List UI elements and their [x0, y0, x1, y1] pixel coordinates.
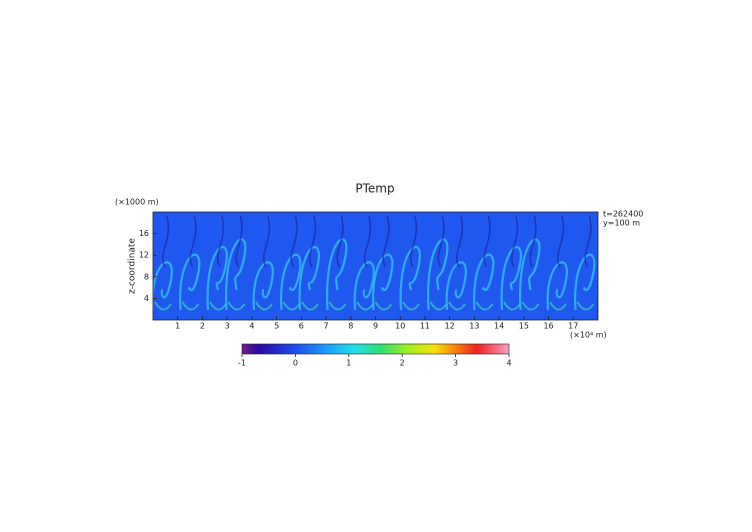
- swirl: [356, 301, 374, 311]
- swirl: [473, 253, 495, 311]
- swirl: [519, 238, 541, 311]
- swirl: [209, 301, 227, 311]
- swirl: [399, 245, 421, 311]
- swirl: [445, 261, 467, 311]
- swirl: [374, 301, 393, 311]
- swirl-dark: [262, 215, 271, 268]
- colorbar-tick-label: -1: [238, 359, 246, 368]
- swirl-dark: [556, 215, 565, 268]
- x-tick-label: 12: [445, 322, 455, 331]
- swirl-dark: [363, 215, 372, 268]
- x-tick-label: 1: [175, 322, 180, 331]
- x-tick-label: 16: [543, 322, 553, 331]
- colorbar-tick-label: 2: [400, 359, 405, 368]
- swirl: [328, 301, 347, 311]
- swirl-dark: [483, 215, 491, 268]
- swirl-dark: [290, 215, 298, 268]
- swirl: [227, 301, 246, 311]
- swirl: [353, 261, 375, 311]
- x-tick-label: 6: [299, 322, 304, 331]
- field: [153, 212, 598, 320]
- y-tick-label: 8: [144, 272, 149, 281]
- swirl: [576, 301, 595, 311]
- x-tick-label: 9: [373, 322, 378, 331]
- swirl: [154, 301, 172, 311]
- x-tick-label: 3: [225, 322, 230, 331]
- swirl-dark: [336, 215, 344, 268]
- swirl: [402, 301, 420, 311]
- x-tick-label: 2: [200, 322, 205, 331]
- swirl: [503, 301, 521, 311]
- colorbar-tick-label: 0: [293, 359, 298, 368]
- swirl: [206, 245, 228, 311]
- chart-title: PTemp: [355, 182, 394, 196]
- swirl-dark: [584, 215, 592, 268]
- x-tick-label: 17: [568, 322, 578, 331]
- swirl: [179, 253, 201, 311]
- swirl-dark: [235, 215, 243, 268]
- colorbar-tick-label: 1: [346, 359, 351, 368]
- swirl: [574, 253, 596, 311]
- swirl: [500, 245, 522, 311]
- swirl: [301, 301, 319, 311]
- y-tick-label: 4: [144, 294, 149, 303]
- x-tick-label: 10: [395, 322, 405, 331]
- swirl-dark: [308, 215, 317, 268]
- y-unit: (×1000 m): [115, 198, 159, 207]
- swirl-dark: [455, 215, 464, 268]
- swirl: [181, 301, 200, 311]
- swirl: [475, 301, 494, 311]
- swirl: [282, 301, 301, 311]
- x-tick-label: 14: [494, 322, 504, 331]
- swirl: [521, 301, 540, 311]
- x-tick-label: 11: [420, 322, 430, 331]
- swirl: [326, 238, 348, 311]
- swirl: [153, 261, 173, 310]
- swirl: [427, 238, 449, 311]
- x-tick-label: 7: [324, 322, 329, 331]
- annotation: y=100 m: [603, 219, 640, 228]
- x-tick-label: 13: [469, 322, 479, 331]
- annotation: t=262400: [603, 210, 643, 219]
- swirl-dark: [161, 215, 170, 268]
- x-tick-label: 4: [249, 322, 254, 331]
- x-tick-label: 8: [348, 322, 353, 331]
- field-swirls: [153, 215, 596, 311]
- swirl-dark: [510, 215, 519, 268]
- x-unit: (×10⁴ m): [570, 331, 607, 340]
- swirl: [549, 301, 567, 311]
- colorbar-tick-label: 3: [453, 359, 458, 368]
- x-tick-label: 5: [274, 322, 279, 331]
- y-axis-label: z-coordinate: [128, 238, 138, 294]
- swirl: [280, 253, 302, 311]
- y-tick-label: 12: [139, 251, 149, 260]
- swirl: [372, 253, 394, 311]
- swirl: [429, 301, 448, 311]
- swirl-dark: [216, 215, 225, 268]
- swirl-dark: [409, 215, 418, 268]
- colorbar-tick-label: 4: [506, 359, 511, 368]
- swirl: [448, 301, 466, 311]
- colorbar: [241, 343, 510, 355]
- swirl: [255, 301, 273, 311]
- y-tick-label: 16: [139, 229, 149, 238]
- swirl-dark: [382, 215, 390, 268]
- swirl: [225, 238, 247, 311]
- swirl: [298, 245, 320, 311]
- swirl-dark: [189, 215, 197, 268]
- swirl: [252, 261, 274, 311]
- x-tick-label: 15: [519, 322, 529, 331]
- swirl-dark: [437, 215, 445, 268]
- swirl: [546, 261, 568, 311]
- swirl-dark: [529, 215, 537, 268]
